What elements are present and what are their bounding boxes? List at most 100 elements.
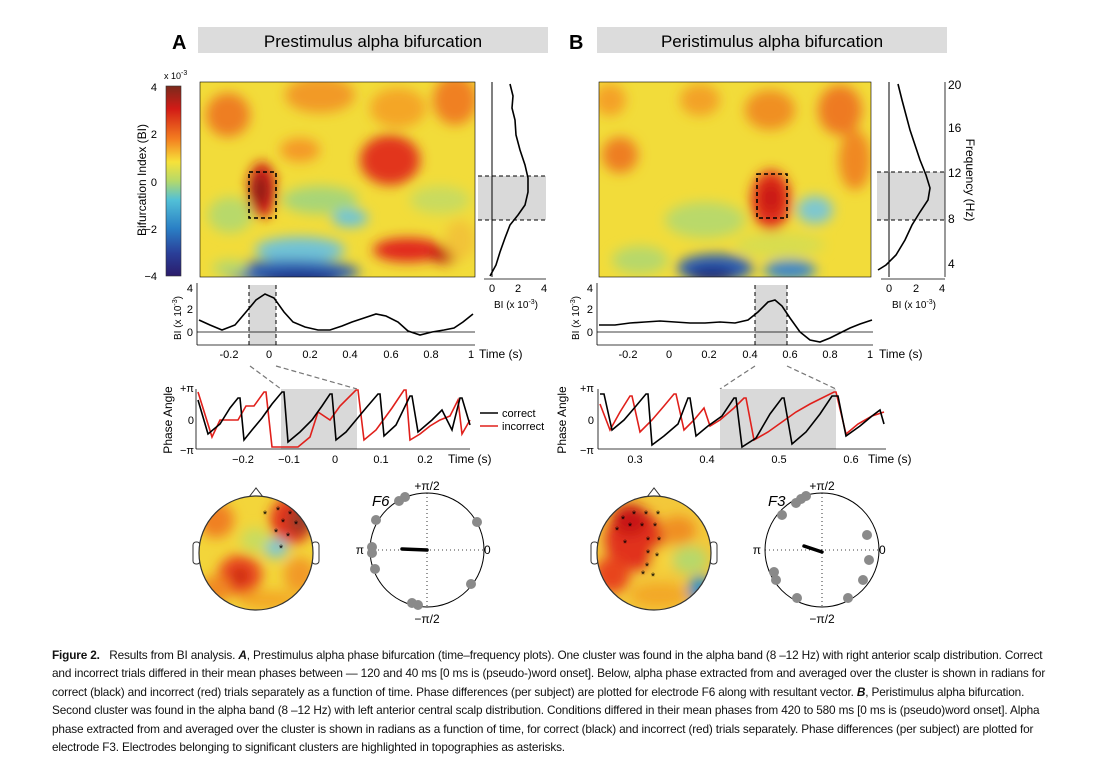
svg-text:*: * <box>646 548 651 560</box>
svg-text:*: * <box>653 521 658 533</box>
panel-a-title-band <box>198 27 548 53</box>
bi-b-xlabel: Time (s) <box>879 347 923 361</box>
polar-a-right: 0 <box>484 543 491 557</box>
topography-a: * * * * ** ** <box>192 487 320 611</box>
svg-text:*: * <box>286 531 291 543</box>
figure-canvas: A Prestimulus alpha bifurcation x 10-3 4… <box>135 27 977 626</box>
polar-a-electrode: F6 <box>372 493 390 510</box>
phase-a-ylabel: Phase Angle <box>161 386 175 454</box>
polar-b-right: 0 <box>879 543 886 557</box>
phase-a-xtick: 0 <box>332 454 338 466</box>
panel-a-letter: A <box>172 32 186 54</box>
svg-text:*: * <box>288 509 293 521</box>
polar-b-bottom: −π/2 <box>809 612 835 626</box>
bi-b-xtick: 0.6 <box>782 349 797 361</box>
side-profile-a-tick: 0 <box>489 283 495 295</box>
phase-b-xlabel: Time (s) <box>868 452 912 466</box>
polar-b-left: π <box>753 543 761 557</box>
bi-a-xtick: 0.8 <box>423 349 438 361</box>
phase-b-ytick: +π <box>580 383 594 395</box>
polar-b-top: +π/2 <box>809 479 835 493</box>
svg-text:*: * <box>640 521 645 533</box>
freq-tick: 20 <box>948 78 962 92</box>
bi-b-xtick: 0.8 <box>822 349 837 361</box>
phase-b-ytick: −π <box>580 445 594 457</box>
side-profile-b-label: BI (x 10-3) <box>892 299 936 311</box>
colorbar-label: Bifurcation Index (BI) <box>135 124 149 236</box>
freq-tick: 16 <box>948 121 962 135</box>
polar-plot-b: F3 +π/2 −π/2 π 0 <box>753 479 886 626</box>
bi-b-xtick: 0.4 <box>742 349 757 361</box>
bi-a-xtick: 0.2 <box>302 349 317 361</box>
bi-b-ytick: 0 <box>587 327 593 339</box>
legend-correct: correct <box>502 408 536 420</box>
bi-a-ytick: 2 <box>187 304 193 316</box>
polar-b-electrode: F3 <box>768 493 786 510</box>
polar-a-bottom: −π/2 <box>414 612 440 626</box>
bi-a-xlabel: Time (s) <box>479 347 523 361</box>
bi-b-xtick: 0.2 <box>701 349 716 361</box>
panel-a: A Prestimulus alpha bifurcation x 10-3 4… <box>135 27 548 626</box>
polar-a-top: +π/2 <box>414 479 440 493</box>
phase-b-xtick: 0.6 <box>843 454 858 466</box>
svg-text:*: * <box>281 517 286 529</box>
phase-b-xtick: 0.3 <box>627 454 642 466</box>
bi-b-xtick: 0 <box>666 349 672 361</box>
bi-b-ytick: 4 <box>587 283 593 295</box>
side-profile-a-tick: 4 <box>541 283 547 295</box>
svg-text:*: * <box>294 519 299 531</box>
colorbar-tick: −2 <box>144 224 157 236</box>
phase-plot-b: Phase Angle +π 0 −π 0.3 0.4 0.5 0.6 Time… <box>555 383 912 466</box>
phase-a-xtick: −0.2 <box>232 454 254 466</box>
side-profile-a-tick: 2 <box>515 283 521 295</box>
tf-heatmap-a-frame <box>199 81 476 278</box>
caption-b-text: , Peristimulus alpha bifurcation. Second… <box>52 684 1040 755</box>
svg-text:*: * <box>646 535 651 547</box>
bi-b-ytick: 2 <box>587 304 593 316</box>
phase-b-ytick: 0 <box>588 415 594 427</box>
phase-a-xlabel: Time (s) <box>448 452 492 466</box>
svg-text:*: * <box>655 551 660 563</box>
bi-a-xtick: -0.2 <box>220 349 239 361</box>
phase-a-ytick: +π <box>180 383 194 395</box>
panel-b-title: Peristimulus alpha bifurcation <box>661 32 883 51</box>
svg-text:*: * <box>621 514 626 526</box>
freq-tick: 8 <box>948 212 955 226</box>
bi-a-xtick: 0.6 <box>383 349 398 361</box>
side-profile-a: 0 2 4 BI (x 10-3) <box>478 82 547 311</box>
svg-text:*: * <box>279 543 284 555</box>
bi-a-ylabel: BI (x 10-3) <box>172 296 184 340</box>
svg-text:*: * <box>263 509 268 521</box>
bi-b-xtick: 1 <box>867 349 873 361</box>
legend-incorrect: incorrect <box>502 421 544 433</box>
colorbar <box>165 85 182 277</box>
phase-b-xtick: 0.4 <box>699 454 714 466</box>
svg-text:*: * <box>276 505 281 517</box>
side-profile-b: 0 2 4 BI (x 10-3) 20 16 12 8 4 Frequency… <box>877 78 977 311</box>
caption-label: Figure 2. <box>52 648 100 662</box>
caption-a-letter: A <box>238 648 247 662</box>
colorbar-tick: 2 <box>151 129 157 141</box>
bi-a-xtick: 0.4 <box>342 349 357 361</box>
phase-b-xtick: 0.5 <box>771 454 786 466</box>
panel-b-letter: B <box>569 32 583 54</box>
polar-a-left: π <box>356 543 364 557</box>
colorbar-exponent: x 10-3 <box>164 70 187 81</box>
svg-text:*: * <box>623 538 628 550</box>
tf-heatmap-b-frame <box>598 81 872 278</box>
phase-legend: correct incorrect <box>480 408 544 433</box>
svg-text:*: * <box>615 525 620 537</box>
panel-b: B Peristimulus alpha bifurcation <box>555 27 977 626</box>
phase-b-ylabel: Phase Angle <box>555 386 569 454</box>
caption-b-letter: B <box>856 684 866 699</box>
bi-b-ylabel: BI (x 10-3) <box>570 296 582 340</box>
panel-b-title-band <box>597 27 947 53</box>
phase-a-xtick: −0.1 <box>278 454 300 466</box>
colorbar-tick: −4 <box>144 271 157 283</box>
bi-a-xtick: 1 <box>468 349 474 361</box>
svg-text:*: * <box>628 521 633 533</box>
svg-text:*: * <box>274 527 279 539</box>
freq-tick: 4 <box>948 257 955 271</box>
svg-text:*: * <box>651 571 656 583</box>
topography-b: * * * * * * * * * * * * ** * * <box>590 487 718 611</box>
